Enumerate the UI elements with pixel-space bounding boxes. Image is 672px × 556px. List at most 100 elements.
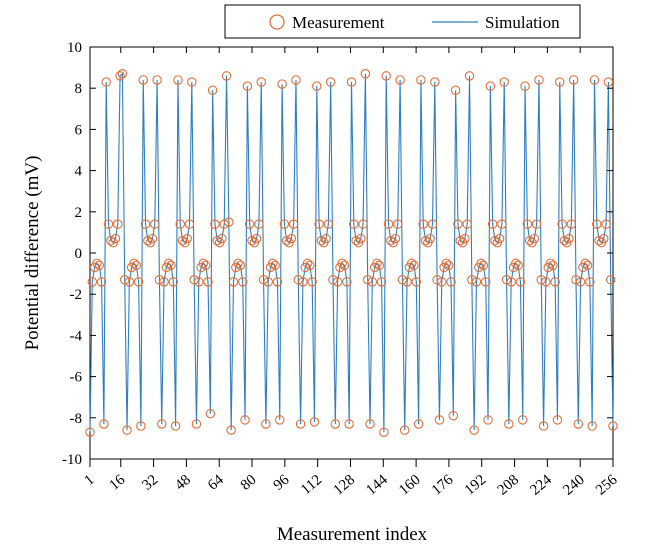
x-tick-label: 240 bbox=[560, 472, 588, 499]
y-tick-label: -2 bbox=[70, 287, 83, 303]
measurement-point bbox=[594, 235, 604, 246]
x-tick-label: 144 bbox=[363, 471, 391, 498]
measurement-point bbox=[159, 277, 169, 287]
measurement-point bbox=[205, 408, 216, 419]
measurement-point bbox=[305, 260, 315, 271]
measurement-point bbox=[92, 258, 102, 269]
measurement-point bbox=[198, 258, 209, 269]
measurement-point bbox=[339, 260, 350, 271]
measurement-point bbox=[270, 260, 280, 271]
y-axis-title: Potential difference (mV) bbox=[22, 156, 43, 351]
x-tick-label: 112 bbox=[298, 472, 325, 498]
measurement-point bbox=[455, 235, 466, 246]
measurement-point bbox=[140, 219, 151, 229]
measurement-point bbox=[325, 77, 336, 87]
measurement-point bbox=[212, 235, 223, 246]
measurement-point bbox=[277, 79, 287, 89]
x-tick-label: 192 bbox=[462, 472, 490, 499]
x-tick-label: 160 bbox=[396, 472, 424, 499]
x-tick-label: 48 bbox=[172, 472, 194, 494]
measurement-point bbox=[536, 275, 547, 285]
measurement-point bbox=[605, 275, 616, 285]
measurement-point bbox=[580, 258, 590, 269]
measurement-point bbox=[372, 258, 382, 269]
measurement-point bbox=[298, 277, 308, 287]
measurement-point bbox=[358, 219, 368, 229]
measurement-point bbox=[467, 275, 477, 285]
measurement-point bbox=[307, 277, 317, 287]
measurement-point bbox=[154, 275, 165, 285]
measurement-point bbox=[194, 277, 204, 287]
measurement-point bbox=[175, 219, 186, 229]
legend-measurement-marker bbox=[269, 14, 285, 30]
y-tick-label: 4 bbox=[75, 164, 83, 180]
measurement-point bbox=[291, 75, 301, 85]
x-tick-label: 256 bbox=[593, 471, 621, 498]
measurement-point bbox=[381, 71, 391, 81]
measurement-point bbox=[490, 235, 500, 246]
measurement-point bbox=[103, 219, 114, 229]
measurement-point bbox=[478, 260, 489, 271]
measurement-point bbox=[184, 219, 195, 229]
measurement-point bbox=[365, 419, 375, 429]
measurement-point bbox=[286, 233, 297, 244]
measurement-point bbox=[119, 275, 130, 285]
measurement-point bbox=[582, 260, 593, 271]
measurement-point bbox=[242, 81, 253, 91]
measurement-point bbox=[420, 235, 431, 246]
measurement-point bbox=[136, 421, 146, 431]
measurement-point bbox=[244, 219, 255, 229]
x-tick-label: 16 bbox=[107, 471, 129, 493]
measurement-point bbox=[226, 425, 236, 435]
measurement-point bbox=[538, 421, 549, 431]
measurement-point bbox=[397, 275, 408, 285]
measurement-point bbox=[416, 75, 426, 85]
x-tick-label: 32 bbox=[139, 472, 161, 494]
measurement-point bbox=[182, 233, 192, 244]
measurement-point bbox=[224, 217, 234, 227]
measurement-point bbox=[309, 417, 320, 427]
measurement-point bbox=[571, 275, 581, 285]
measurement-point bbox=[534, 75, 544, 85]
measurement-point bbox=[115, 71, 125, 81]
simulation-line bbox=[89, 72, 614, 433]
measurement-point bbox=[608, 421, 618, 431]
y-tick-label: 6 bbox=[75, 122, 83, 138]
y-tick-label: 0 bbox=[75, 246, 83, 262]
measurement-point bbox=[434, 415, 445, 425]
measurement-point bbox=[480, 277, 491, 287]
measurement-point bbox=[85, 427, 95, 437]
legend-simulation-label: Simulation bbox=[485, 13, 560, 32]
measurement-point bbox=[147, 233, 158, 244]
measurement-point bbox=[200, 260, 211, 271]
measurement-point bbox=[529, 233, 540, 244]
measurement-point bbox=[399, 425, 410, 435]
measurement-point bbox=[177, 235, 188, 246]
measurement-point bbox=[268, 258, 278, 269]
measurement-point bbox=[316, 235, 327, 246]
measurement-point bbox=[254, 219, 264, 229]
measurement-point bbox=[281, 235, 292, 246]
y-tick-label: -4 bbox=[70, 328, 83, 344]
measurement-point bbox=[337, 258, 347, 269]
measurement-point bbox=[293, 275, 304, 285]
x-tick-label: 224 bbox=[527, 471, 555, 498]
measurement-point bbox=[187, 77, 197, 87]
measurement-point bbox=[531, 219, 542, 229]
measurement-point bbox=[163, 258, 174, 269]
measurement-point bbox=[376, 277, 387, 287]
measurement-point bbox=[168, 277, 179, 287]
measurement-point bbox=[170, 421, 181, 431]
measurement-point bbox=[390, 233, 401, 244]
measurement-point bbox=[393, 219, 403, 229]
measurement-point bbox=[217, 233, 227, 244]
y-tick-label: 2 bbox=[75, 205, 83, 221]
measurement-point bbox=[564, 233, 574, 244]
measurement-point bbox=[275, 415, 285, 425]
measurement-point bbox=[460, 233, 470, 244]
measurement-point bbox=[587, 421, 597, 431]
measurement-point bbox=[295, 419, 306, 429]
measurement-point bbox=[548, 260, 558, 271]
measurement-point bbox=[330, 419, 341, 429]
